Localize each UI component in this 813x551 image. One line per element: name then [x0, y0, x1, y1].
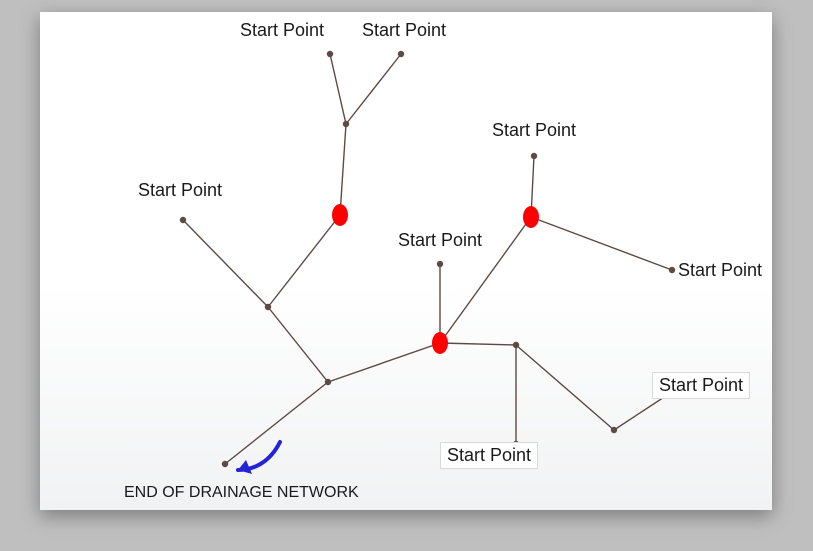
- start-point-label: Start Point: [398, 230, 482, 251]
- edge: [328, 343, 440, 382]
- node: [398, 51, 404, 57]
- node: [343, 121, 349, 127]
- edge: [516, 345, 614, 430]
- highlight-node: [332, 204, 348, 226]
- node: [265, 304, 271, 310]
- network-svg: [40, 12, 772, 510]
- start-point-label: Start Point: [492, 120, 576, 141]
- node: [222, 461, 228, 467]
- edge: [268, 307, 328, 382]
- edge: [330, 54, 346, 124]
- node: [513, 342, 519, 348]
- node: [531, 153, 537, 159]
- node: [669, 267, 675, 273]
- edge: [268, 215, 340, 307]
- edge: [440, 343, 516, 345]
- node: [325, 379, 331, 385]
- edge: [531, 217, 672, 270]
- node: [327, 51, 333, 57]
- start-point-label: Start Point: [240, 20, 324, 41]
- highlight-node: [432, 332, 448, 354]
- start-point-label: Start Point: [652, 372, 750, 399]
- edge: [346, 54, 401, 124]
- end-of-network-label: END OF DRAINAGE NETWORK: [124, 484, 359, 502]
- diagram-stage: Start Point Start Point Start Point Start P…: [40, 12, 772, 510]
- node: [180, 217, 186, 223]
- start-point-label: Start Point: [678, 260, 762, 281]
- edge: [183, 220, 268, 307]
- start-point-label: Start Point: [440, 442, 538, 469]
- highlight-node: [523, 206, 539, 228]
- node: [611, 427, 617, 433]
- start-point-label: Start Point: [362, 20, 446, 41]
- start-point-label: Start Point: [138, 180, 222, 201]
- edge: [340, 124, 346, 215]
- node: [437, 261, 443, 267]
